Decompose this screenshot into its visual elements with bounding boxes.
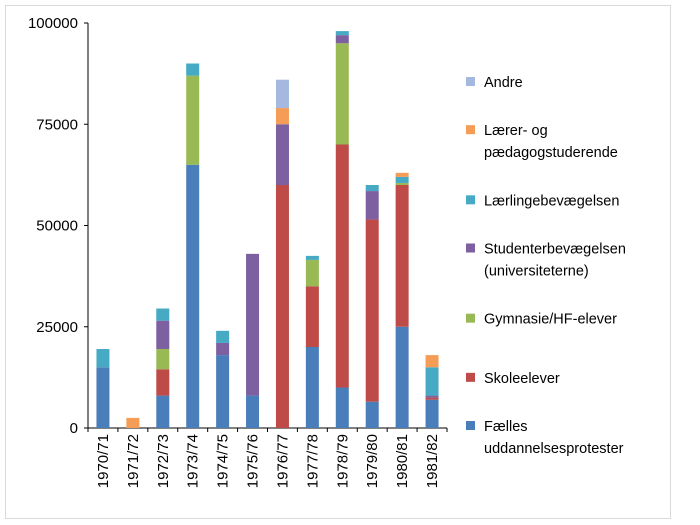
x-tick-label: 1978/79	[334, 434, 351, 488]
legend-swatch	[466, 372, 475, 382]
bar-segment	[216, 355, 230, 428]
bar-segment	[425, 355, 439, 368]
bar-segment	[425, 367, 439, 396]
bar-segment	[156, 349, 170, 370]
bar-segment	[216, 330, 230, 343]
bar-segment	[275, 79, 289, 109]
x-tick-label: 1980/81	[394, 434, 411, 488]
y-tick-label: 0	[70, 420, 78, 437]
bar-segment	[156, 395, 170, 428]
legend-label: Lærer- og	[484, 123, 548, 139]
legend-swatch	[466, 125, 475, 135]
x-tick-label: 1979/80	[364, 434, 381, 488]
x-tick-label: 1972/73	[155, 434, 172, 488]
bar-segment	[335, 35, 349, 44]
bar-segment	[365, 401, 379, 428]
bar-segment	[425, 399, 439, 428]
bar-segment	[305, 286, 319, 347]
bar-segment	[335, 144, 349, 388]
bar-segment	[395, 172, 409, 177]
bar-segment	[395, 326, 409, 428]
legend-label: Gymnasie/HF-elever	[484, 312, 617, 328]
y-tick-label: 100000	[28, 15, 78, 32]
bar-segment	[365, 191, 379, 220]
y-tick-label: 25000	[36, 319, 78, 336]
bar-segment	[305, 259, 319, 287]
bar-segment	[305, 347, 319, 428]
bar-segment	[335, 43, 349, 145]
legend-label: Skoleelever	[484, 371, 560, 387]
legend-label: Andre	[484, 75, 523, 91]
x-tick-label: 1976/77	[274, 434, 291, 488]
bar-segment	[365, 185, 379, 192]
bar-segment	[216, 342, 230, 356]
bar-segment	[156, 320, 170, 350]
bar-segment	[335, 31, 349, 36]
bar-segment	[156, 308, 170, 321]
bar-segment	[275, 124, 289, 185]
x-tick-label: 1977/78	[304, 434, 321, 488]
bar-segment	[246, 253, 260, 396]
x-tick-labels: 1970/71 1971/72 1972/73 1973/74 1974/75 1975/…	[87, 428, 448, 488]
legend-swatch	[466, 243, 475, 253]
bar-segment	[156, 369, 170, 396]
legend-swatch	[466, 313, 475, 323]
bar-segment	[275, 185, 289, 428]
bar-segment	[425, 397, 439, 400]
legend-label: Lærlingebevægelsen	[484, 193, 619, 209]
bar-segment	[126, 417, 140, 428]
bar-segment	[186, 75, 200, 165]
legend-label: (universiteterne)	[484, 264, 589, 280]
bar-segment	[246, 395, 260, 428]
x-tick-label: 1973/74	[185, 434, 202, 488]
legend-swatch	[466, 195, 475, 205]
bar-segment	[425, 395, 439, 398]
x-tick-label: 1970/71	[95, 434, 112, 488]
bar-segment	[275, 108, 289, 125]
bar-segment	[395, 182, 409, 185]
y-tick-label: 50000	[36, 218, 78, 235]
bar-segment	[365, 219, 379, 402]
axes	[87, 23, 447, 429]
bar-segment	[96, 349, 110, 368]
legend-label: pædagogstuderende	[484, 145, 618, 161]
bar-segment	[96, 367, 110, 428]
bar-segment	[186, 164, 200, 428]
legend: Andre Lærer- og pædagogstuderende Lærlingeb…	[466, 75, 626, 457]
bar-segment	[395, 185, 409, 327]
x-tick-label: 1981/82	[424, 434, 441, 488]
y-tick-labels: 0 25000 50000 75000 100000	[28, 15, 88, 437]
x-tick-label: 1971/72	[125, 434, 142, 488]
x-tick-label: 1974/75	[215, 434, 232, 488]
legend-label: Studenterbevægelsen	[484, 242, 626, 258]
legend-label: Fælles	[484, 419, 528, 435]
y-tick-label: 75000	[36, 116, 78, 133]
legend-swatch	[466, 77, 475, 86]
legend-label: uddannelsesprotester	[484, 441, 624, 457]
x-tick-label: 1975/76	[245, 434, 262, 488]
bars	[96, 31, 439, 428]
bar-segment	[186, 63, 200, 76]
bar-segment	[395, 176, 409, 183]
bar-segment	[335, 387, 349, 428]
bar-segment	[305, 255, 319, 260]
legend-swatch	[466, 421, 475, 430]
